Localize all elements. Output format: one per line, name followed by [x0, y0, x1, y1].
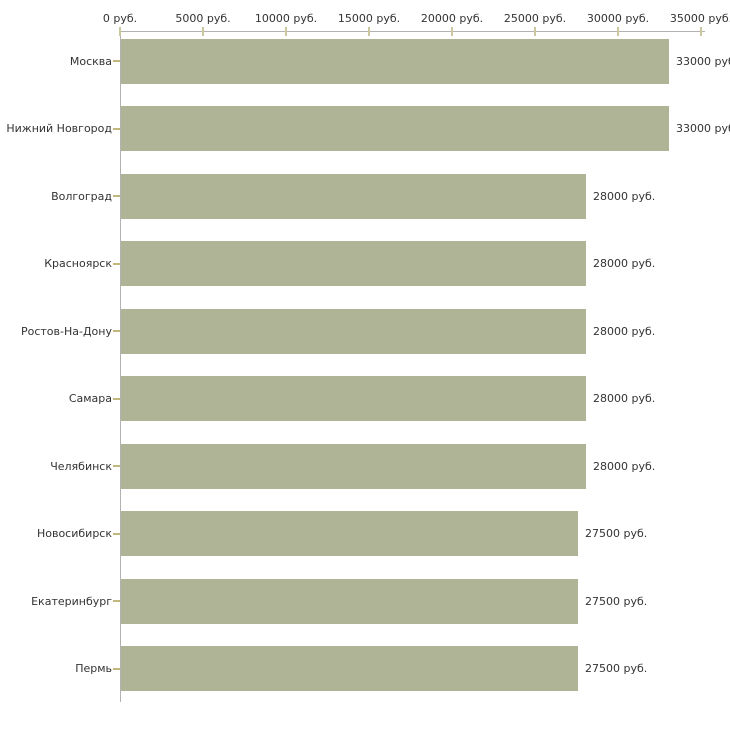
bar: [121, 376, 586, 421]
category-tick-mark: [113, 60, 120, 62]
category-tick-mark: [113, 398, 120, 400]
x-tick-label: 20000 руб.: [420, 12, 484, 25]
value-label: 27500 руб.: [585, 527, 648, 540]
category-tick-mark: [113, 263, 120, 265]
x-axis-line: [120, 31, 705, 32]
value-label: 33000 руб: [676, 55, 730, 68]
x-tick-label: 15000 руб.: [337, 12, 401, 25]
category-tick-mark: [113, 128, 120, 130]
value-label: 28000 руб.: [593, 257, 656, 270]
x-tick-mark: [617, 27, 619, 36]
x-tick-label: 25000 руб.: [503, 12, 567, 25]
value-label: 28000 руб.: [593, 190, 656, 203]
x-tick-mark: [451, 27, 453, 36]
category-label: Ростов-На-Дону: [20, 325, 112, 338]
value-label: 28000 руб.: [593, 325, 656, 338]
x-tick-label: 30000 руб.: [586, 12, 650, 25]
x-tick-mark: [202, 27, 204, 36]
value-label: 28000 руб.: [593, 460, 656, 473]
category-tick-mark: [113, 600, 120, 602]
bar: [121, 39, 669, 84]
x-tick-mark: [119, 27, 121, 36]
bar: [121, 511, 578, 556]
value-label: 33000 руб: [676, 122, 730, 135]
y-axis-line: [120, 27, 121, 702]
category-label: Москва: [69, 55, 112, 68]
category-tick-mark: [113, 668, 120, 670]
category-tick-mark: [113, 533, 120, 535]
category-label: Самара: [68, 392, 112, 405]
x-tick-label: 35000 руб.: [669, 12, 730, 25]
value-label: 27500 руб.: [585, 662, 648, 675]
bar: [121, 174, 586, 219]
category-tick-mark: [113, 195, 120, 197]
x-tick-mark: [368, 27, 370, 36]
bar: [121, 309, 586, 354]
bar: [121, 106, 669, 151]
value-label: 28000 руб.: [593, 392, 656, 405]
value-label: 27500 руб.: [585, 595, 648, 608]
x-tick-mark: [700, 27, 702, 36]
x-tick-mark: [534, 27, 536, 36]
bar: [121, 579, 578, 624]
category-label: Пермь: [75, 662, 112, 675]
category-tick-mark: [113, 465, 120, 467]
bar: [121, 646, 578, 691]
category-label: Новосибирск: [36, 527, 112, 540]
category-label: Челябинск: [50, 460, 112, 473]
bar: [121, 241, 586, 286]
x-tick-label: 0 руб.: [102, 12, 138, 25]
x-tick-label: 5000 руб.: [175, 12, 231, 25]
category-label: Красноярск: [44, 257, 112, 270]
category-tick-mark: [113, 330, 120, 332]
category-label: Волгоград: [51, 190, 112, 203]
bar: [121, 444, 586, 489]
category-label: Екатеринбург: [31, 595, 112, 608]
x-tick-label: 10000 руб.: [254, 12, 318, 25]
category-label: Нижний Новгород: [6, 122, 112, 135]
x-tick-mark: [285, 27, 287, 36]
